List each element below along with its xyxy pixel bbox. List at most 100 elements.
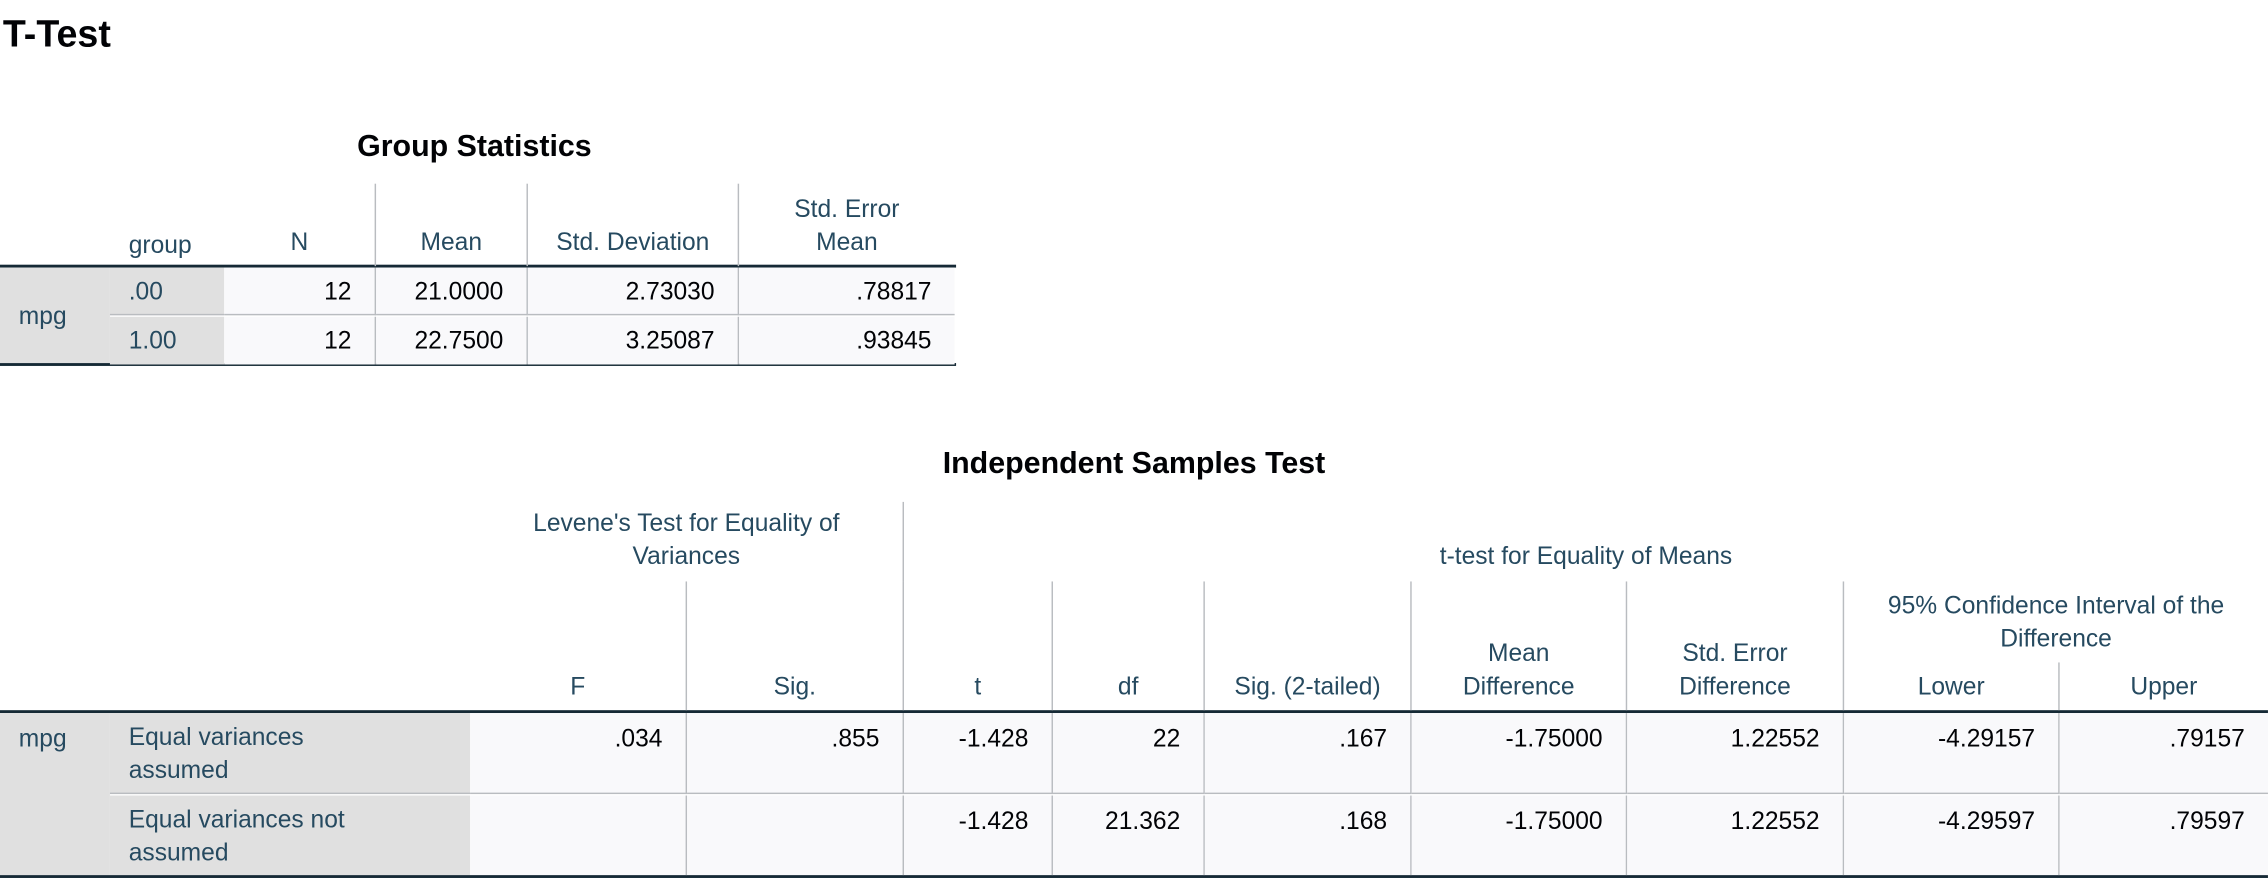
- value-cell-text: -1.75000: [1505, 724, 1603, 753]
- rule: [0, 264, 957, 268]
- value-cell-text: -1.75000: [1505, 807, 1603, 835]
- value-cell: .034: [470, 713, 688, 795]
- column-header: Std. Error Difference: [1627, 581, 1845, 711]
- value-cell-text: 12: [324, 276, 352, 305]
- value-cell: .168: [1204, 795, 1412, 876]
- column-header-text: Lower: [1917, 672, 1985, 701]
- value-cell-text: .168: [1339, 807, 1388, 835]
- column-header-text: Std. Error Difference: [1679, 639, 1791, 701]
- column-header: Mean: [376, 183, 528, 267]
- column-header: df: [1053, 581, 1205, 711]
- value-cell-text: .034: [614, 724, 663, 753]
- column-header-text: F: [570, 672, 586, 701]
- column-header: Lower: [1844, 662, 2060, 711]
- value-cell: .78817: [739, 267, 955, 316]
- group-value-text: .00: [128, 276, 163, 305]
- value-cell-text: 22.7500: [414, 326, 504, 355]
- value-cell: 22.7500: [376, 316, 528, 365]
- value-cell: 22: [1052, 713, 1205, 795]
- row-label: Equal variances assumed: [109, 713, 471, 795]
- column-header-text: Upper: [2130, 672, 2198, 701]
- rule: [0, 363, 957, 366]
- column-header-text: group: [128, 231, 192, 259]
- value-cell: 1.22552: [1627, 713, 1845, 795]
- value-cell: .79157: [2059, 713, 2268, 795]
- value-cell: -1.75000: [1411, 713, 1628, 795]
- column-header: Sig. (2-tailed): [1205, 581, 1412, 711]
- value-cell-text: 3.25087: [625, 326, 715, 355]
- column-header: group: [110, 184, 224, 266]
- value-cell: -1.428: [904, 713, 1053, 795]
- value-cell-text: .79597: [2169, 807, 2245, 835]
- value-cell-text: -1.428: [958, 807, 1029, 835]
- group-header-text: t-test for Equality of Means: [1439, 542, 1733, 570]
- column-header: Std. Error Mean: [739, 184, 955, 266]
- column-header-text: Std. Error Mean: [794, 195, 900, 257]
- column-header-text: Mean Difference: [1462, 639, 1575, 701]
- value-cell-text: 22: [1152, 724, 1181, 753]
- value-cell: .93845: [739, 316, 955, 365]
- column-header: Mean Difference: [1412, 581, 1628, 711]
- value-cell-text: .79157: [2169, 724, 2245, 753]
- column-header: Sig.: [687, 581, 904, 711]
- value-cell-text: .78817: [856, 276, 932, 305]
- value-cell-text: .93845: [856, 326, 932, 355]
- column-header: Upper: [2060, 662, 2268, 710]
- row-label-text: mpg: [18, 724, 67, 753]
- row-label-text: Equal variances not assumed: [128, 805, 345, 867]
- group-header: t-test for Equality of Means: [904, 502, 2268, 582]
- page-title: T-Test: [2, 11, 111, 55]
- column-header-text: t: [974, 672, 982, 701]
- column-header-text: df: [1117, 672, 1139, 701]
- column-header-text: Sig.: [773, 672, 816, 701]
- table-title: Independent Samples Test: [942, 446, 1326, 481]
- value-cell-text: 12: [324, 326, 352, 355]
- value-cell: -4.29157: [1844, 713, 2060, 795]
- value-cell: -1.428: [904, 795, 1053, 876]
- value-cell: 2.73030: [527, 267, 740, 316]
- value-cell: .79597: [2059, 795, 2268, 876]
- value-cell-text: .855: [831, 724, 880, 753]
- value-cell: .167: [1204, 713, 1412, 795]
- column-header-text: Std. Deviation: [556, 228, 710, 257]
- table-title: Group Statistics: [357, 130, 592, 164]
- row-label-text: Equal variances assumed: [128, 723, 304, 784]
- row-label: Equal variances not assumed: [109, 795, 471, 876]
- column-header-text: Mean: [420, 228, 483, 257]
- value-cell: -4.29597: [1844, 795, 2060, 876]
- group-value: .00: [109, 267, 225, 316]
- column-header: N: [224, 183, 377, 267]
- value-cell: 21.0000: [376, 267, 528, 316]
- value-cell: 12: [224, 267, 377, 316]
- value-cell: [687, 795, 904, 876]
- row-label: mpg: [0, 267, 110, 364]
- row-label: mpg: [0, 713, 110, 876]
- row-label-text: mpg: [18, 301, 67, 330]
- column-header: F: [470, 581, 688, 711]
- value-cell-text: -1.428: [958, 724, 1029, 753]
- column-header: Std. Deviation: [528, 183, 740, 267]
- value-cell-text: 21.362: [1105, 807, 1181, 835]
- column-header: t: [904, 581, 1053, 711]
- value-cell-text: 1.22552: [1730, 807, 1820, 835]
- column-header-text: N: [290, 228, 309, 257]
- group-value-text: 1.00: [128, 326, 177, 355]
- value-cell: 3.25087: [527, 316, 740, 365]
- rule: [0, 710, 2268, 714]
- value-cell-text: 2.73030: [625, 276, 715, 305]
- value-cell-text: -4.29597: [1937, 807, 2036, 835]
- value-cell: 12: [224, 316, 377, 365]
- value-cell: .855: [687, 713, 904, 795]
- group-header: 95% Confidence Interval of the Differenc…: [1844, 581, 2268, 662]
- value-cell-text: 21.0000: [414, 276, 504, 305]
- group-header: Levene's Test for Equality of Variances: [470, 501, 904, 582]
- value-cell-text: .167: [1339, 724, 1388, 753]
- value-cell: -1.75000: [1411, 795, 1628, 876]
- column-header-text: Sig. (2-tailed): [1234, 672, 1381, 701]
- group-header-text: Levene's Test for Equality of Variances: [533, 509, 840, 570]
- value-cell: [470, 795, 688, 876]
- value-cell: 1.22552: [1627, 795, 1845, 876]
- value-cell: 21.362: [1052, 795, 1205, 876]
- value-cell-text: -4.29157: [1937, 724, 2036, 753]
